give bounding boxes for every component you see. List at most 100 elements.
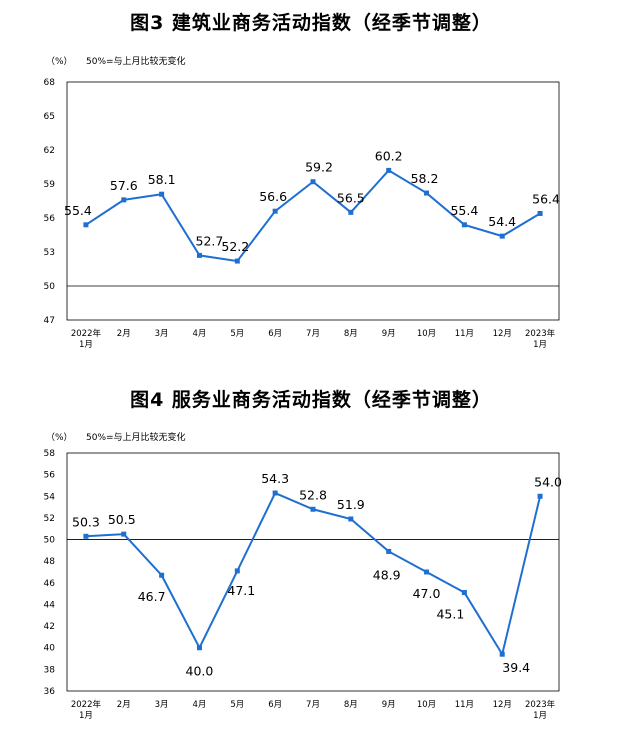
chart4-data-point: [537, 493, 543, 499]
chart4-data-label: 46.7: [138, 589, 166, 604]
chart3-data-point: [537, 210, 543, 216]
chart3-data-label: 54.4: [488, 214, 516, 229]
chart4-unit: （%）: [46, 433, 73, 443]
chart4-y-tick-label: 58: [44, 449, 56, 459]
chart3-y-tick-label: 56: [44, 214, 56, 224]
chart3-data-point: [234, 258, 240, 264]
chart3-x-tick-label: 4月: [193, 329, 207, 339]
chart4-data-label: 39.4: [502, 660, 530, 675]
chart3-y-tick-label: 47: [44, 316, 55, 326]
chart4-y-tick-label: 54: [44, 492, 56, 502]
chart3-unit: （%）: [46, 57, 73, 67]
chart3-x-tick-label: 2月: [117, 329, 131, 339]
chart3-y-tick-label: 62: [44, 146, 55, 156]
chart3-x-tick-label: 1月: [79, 340, 93, 350]
chart4-data-point: [196, 645, 202, 651]
chart4-data-point: [159, 572, 165, 578]
chart3-data-label: 58.2: [411, 171, 439, 186]
chart3-y-tick-label: 59: [44, 180, 56, 190]
chart3-x-tick-label: 2022年: [71, 328, 102, 339]
chart3-plot-frame: [66, 81, 560, 321]
chart4-data-point: [348, 516, 354, 522]
chart4-data-label: 47.0: [413, 586, 441, 601]
chart3-data-label: 56.5: [337, 190, 365, 205]
chart4-data-point: [499, 651, 505, 657]
chart4-data-label: 40.0: [186, 664, 214, 679]
chart3-data-label: 58.1: [148, 172, 176, 187]
chart3-title: 图3 建筑业商务活动指数（经季节调整）: [130, 12, 492, 34]
chart4-title: 图4 服务业商务活动指数（经季节调整）: [130, 389, 492, 411]
chart3-data-label: 57.6: [110, 178, 138, 193]
chart4-x-tick-label: 4月: [193, 700, 207, 710]
chart3-x-tick-label: 6月: [268, 329, 282, 339]
chart3-data-label: 59.2: [305, 160, 333, 175]
chart3-data-point: [461, 222, 467, 228]
chart3-x-tick-label: 9月: [382, 329, 396, 339]
chart3-data-label: 56.4: [532, 191, 560, 206]
chart4-data-point: [83, 533, 89, 539]
chart4-x-tick-label: 7月: [306, 700, 320, 710]
chart4-y-tick-label: 38: [44, 665, 56, 675]
chart4-x-tick-label: 1月: [533, 711, 547, 721]
chart4-y-tick-label: 44: [44, 600, 56, 610]
chart4-reference-note: 50%=与上月比较无变化: [86, 433, 186, 443]
chart3-data-point: [499, 233, 505, 239]
chart4-x-tick-label: 2023年: [525, 699, 556, 710]
chart3-x-tick-label: 1月: [533, 340, 547, 350]
chart3-data-point: [83, 222, 89, 228]
chart3-data-point: [196, 252, 202, 258]
chart3-x-tick-label: 5月: [230, 329, 244, 339]
chart4-x-tick-label: 2月: [117, 700, 131, 710]
chart4-x-tick-label: 3月: [155, 700, 169, 710]
chart3-data-label: 55.4: [450, 203, 478, 218]
chart3-data-point: [310, 179, 316, 185]
chart4-data-label: 51.9: [337, 497, 365, 512]
chart3-reference-note: 50%=与上月比较无变化: [86, 57, 186, 67]
chart4-data-point: [310, 506, 316, 512]
chart4-data-label: 54.3: [261, 471, 289, 486]
chart3-x-tick-label: 12月: [493, 329, 512, 339]
chart4-data-point: [424, 569, 430, 575]
chart4-x-tick-label: 12月: [493, 700, 512, 710]
chart4-y-tick-label: 56: [44, 471, 56, 481]
chart4-y-tick-label: 40: [44, 644, 56, 654]
chart4-x-tick-label: 9月: [382, 700, 396, 710]
chart4-data-point: [461, 590, 467, 596]
chart4-x-tick-label: 6月: [268, 700, 282, 710]
chart4-y-tick-label: 46: [44, 579, 56, 589]
chart4-x-tick-label: 2022年: [71, 699, 102, 710]
chart3-x-tick-label: 11月: [455, 329, 474, 339]
chart4-plot-frame: [66, 452, 560, 692]
chart4-x-tick-label: 11月: [455, 700, 474, 710]
chart3-x-tick-label: 2023年: [525, 328, 556, 339]
chart3-data-label: 55.4: [64, 203, 92, 218]
chart4-data-label: 47.1: [227, 583, 255, 598]
chart4-data-label: 54.0: [534, 474, 562, 489]
chart4-y-tick-label: 48: [44, 557, 56, 567]
chart3-y-tick-label: 53: [44, 248, 55, 258]
chart3-data-point: [348, 209, 354, 215]
chart3-data-label: 52.7: [196, 233, 224, 248]
chart4-x-tick-label: 5月: [230, 700, 244, 710]
chart4-data-point: [272, 490, 278, 496]
chart4-data-point: [386, 548, 392, 554]
chart3-y-tick-label: 50: [44, 282, 56, 292]
chart3-y-tick-label: 65: [44, 112, 55, 122]
chart3-x-tick-label: 8月: [344, 329, 358, 339]
chart4-y-tick-label: 42: [44, 622, 55, 632]
chart3-data-point: [272, 208, 278, 214]
chart3-x-tick-label: 10月: [417, 329, 436, 339]
chart4-data-label: 48.9: [373, 567, 401, 582]
chart3-y-tick-label: 68: [44, 78, 56, 88]
chart4-series-line: [85, 491, 542, 657]
chart4-data-label: 50.3: [72, 514, 100, 529]
chart3-data-label: 60.2: [375, 148, 403, 163]
chart3-data-point: [159, 191, 165, 197]
chart4-x-tick-label: 10月: [417, 700, 436, 710]
chart4-x-tick-label: 8月: [344, 700, 358, 710]
chart4-data-label: 45.1: [436, 607, 464, 622]
chart4-x-tick-label: 1月: [79, 711, 93, 721]
chart3-x-tick-label: 3月: [155, 329, 169, 339]
